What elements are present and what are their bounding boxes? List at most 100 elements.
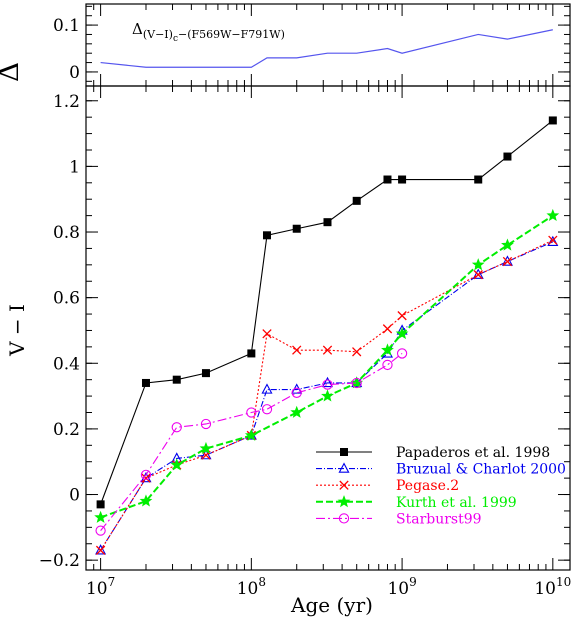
series-line-circle [100,352,403,531]
y-axis-label: V − I [5,304,29,357]
data-point-cross [322,345,333,355]
data-point-star [170,458,184,471]
data-point-cross [262,329,272,339]
legend-marker [339,480,349,490]
legend-label: Papaderos et al. 1998 [396,445,550,461]
data-point-cross [352,347,362,357]
data-point-circle [200,418,212,430]
data-point-square [352,196,361,205]
series-square [96,116,557,509]
data-point-circle [140,469,152,480]
legend-label: Bruzual & Charlot 2000 [396,462,566,478]
delta-line [100,29,553,68]
data-point-star [546,208,560,222]
legend-entry: Starburst99 [316,511,482,527]
delta-axis-label: Δ [0,62,25,82]
x-tick-label: 1010 [534,575,571,599]
data-point-triangle [472,268,484,279]
data-point-square [201,369,210,378]
data-point-star [471,258,485,271]
delta-annotation-tail: −(F569W−F791W) [178,28,285,41]
data-point-square [172,375,181,384]
data-point-cross [141,473,151,483]
data-point-star [501,238,514,251]
series-star [94,208,560,523]
delta-y-tick-label: 0 [69,63,80,83]
vi-y-tick-label: 0 [69,486,80,506]
data-point-cross [292,345,302,355]
x-tick-exponent: 8 [258,575,266,589]
data-point-square [247,349,256,358]
x-tick-exponent: 10 [556,575,571,589]
data-point-square [383,175,392,184]
data-point-circle [322,379,333,390]
vi-y-tick-label: 1 [69,157,80,177]
x-tick-base: 10 [387,579,409,599]
data-point-triangle [321,376,334,388]
x-tick-label: 108 [237,575,266,599]
legend-marker [337,495,351,508]
legend-marker [340,448,348,456]
delta-annotation: Δ(V−I)c−(F569W−F791W) [132,20,285,44]
delta-y-tick-label: 0.1 [53,16,80,36]
data-point-square [96,500,105,509]
main-panel-frame [85,85,571,571]
data-point-cross [502,256,513,267]
data-point-circle [246,407,257,418]
data-point-star [199,441,213,455]
legend-entry: Bruzual & Charlot 2000 [316,462,566,478]
x-axis-label: Age (yr) [290,593,373,617]
data-point-square [292,224,301,233]
data-point-cross [382,324,393,334]
vi-y-tick-label: 0.2 [53,420,80,440]
model-series [94,116,560,555]
delta-annotation-symbol: Δ [132,20,143,38]
data-point-star [321,389,334,402]
data-point-cross [548,235,558,245]
data-point-star [139,494,153,507]
vi-y-tick-label: 1.2 [53,92,80,112]
x-tick-exponent: 7 [108,575,116,589]
legend-marker [338,462,350,473]
data-point-star [244,428,258,441]
data-point-circle [382,359,393,371]
data-point-circle [351,377,362,389]
x-tick-label: 107 [86,575,115,599]
data-point-cross [95,545,106,555]
legend-entry: Pegase.2 [316,478,459,494]
data-point-triangle [501,255,513,266]
data-point-cross [397,311,407,321]
data-point-circle [171,422,182,433]
delta-annotation-sub2: c [173,34,178,44]
vi-y-tick-label: 0.8 [53,223,80,243]
data-point-circle [261,404,273,415]
data-point-square [141,378,150,387]
data-point-square [323,218,332,227]
data-point-star [290,405,304,418]
data-point-square [474,175,483,184]
data-point-square [548,116,557,125]
data-point-circle [95,525,106,536]
data-point-square [503,152,512,161]
legend-marker [338,513,350,524]
series-line-triangle [100,241,554,551]
vi-y-tick-label: −0.2 [39,551,80,571]
series-circle [95,348,408,536]
legend-entry: Kurth et al. 1999 [316,495,517,511]
delta-panel: 00.1 Δ Δ(V−I)c−(F569W−F791W) [0,3,571,87]
data-point-triangle [200,448,212,460]
vi-y-tick-label: 0.6 [53,289,80,309]
data-point-circle [396,348,408,359]
delta-series [100,29,553,68]
data-point-star [94,510,107,523]
data-point-square [398,175,407,184]
data-point-cross [473,270,483,280]
delta-annotation-sub: (V−I) [143,28,173,41]
x-tick-base: 10 [86,579,108,599]
x-tick-base: 10 [237,579,259,599]
data-point-circle [291,387,302,398]
legend-label: Starburst99 [396,511,482,527]
